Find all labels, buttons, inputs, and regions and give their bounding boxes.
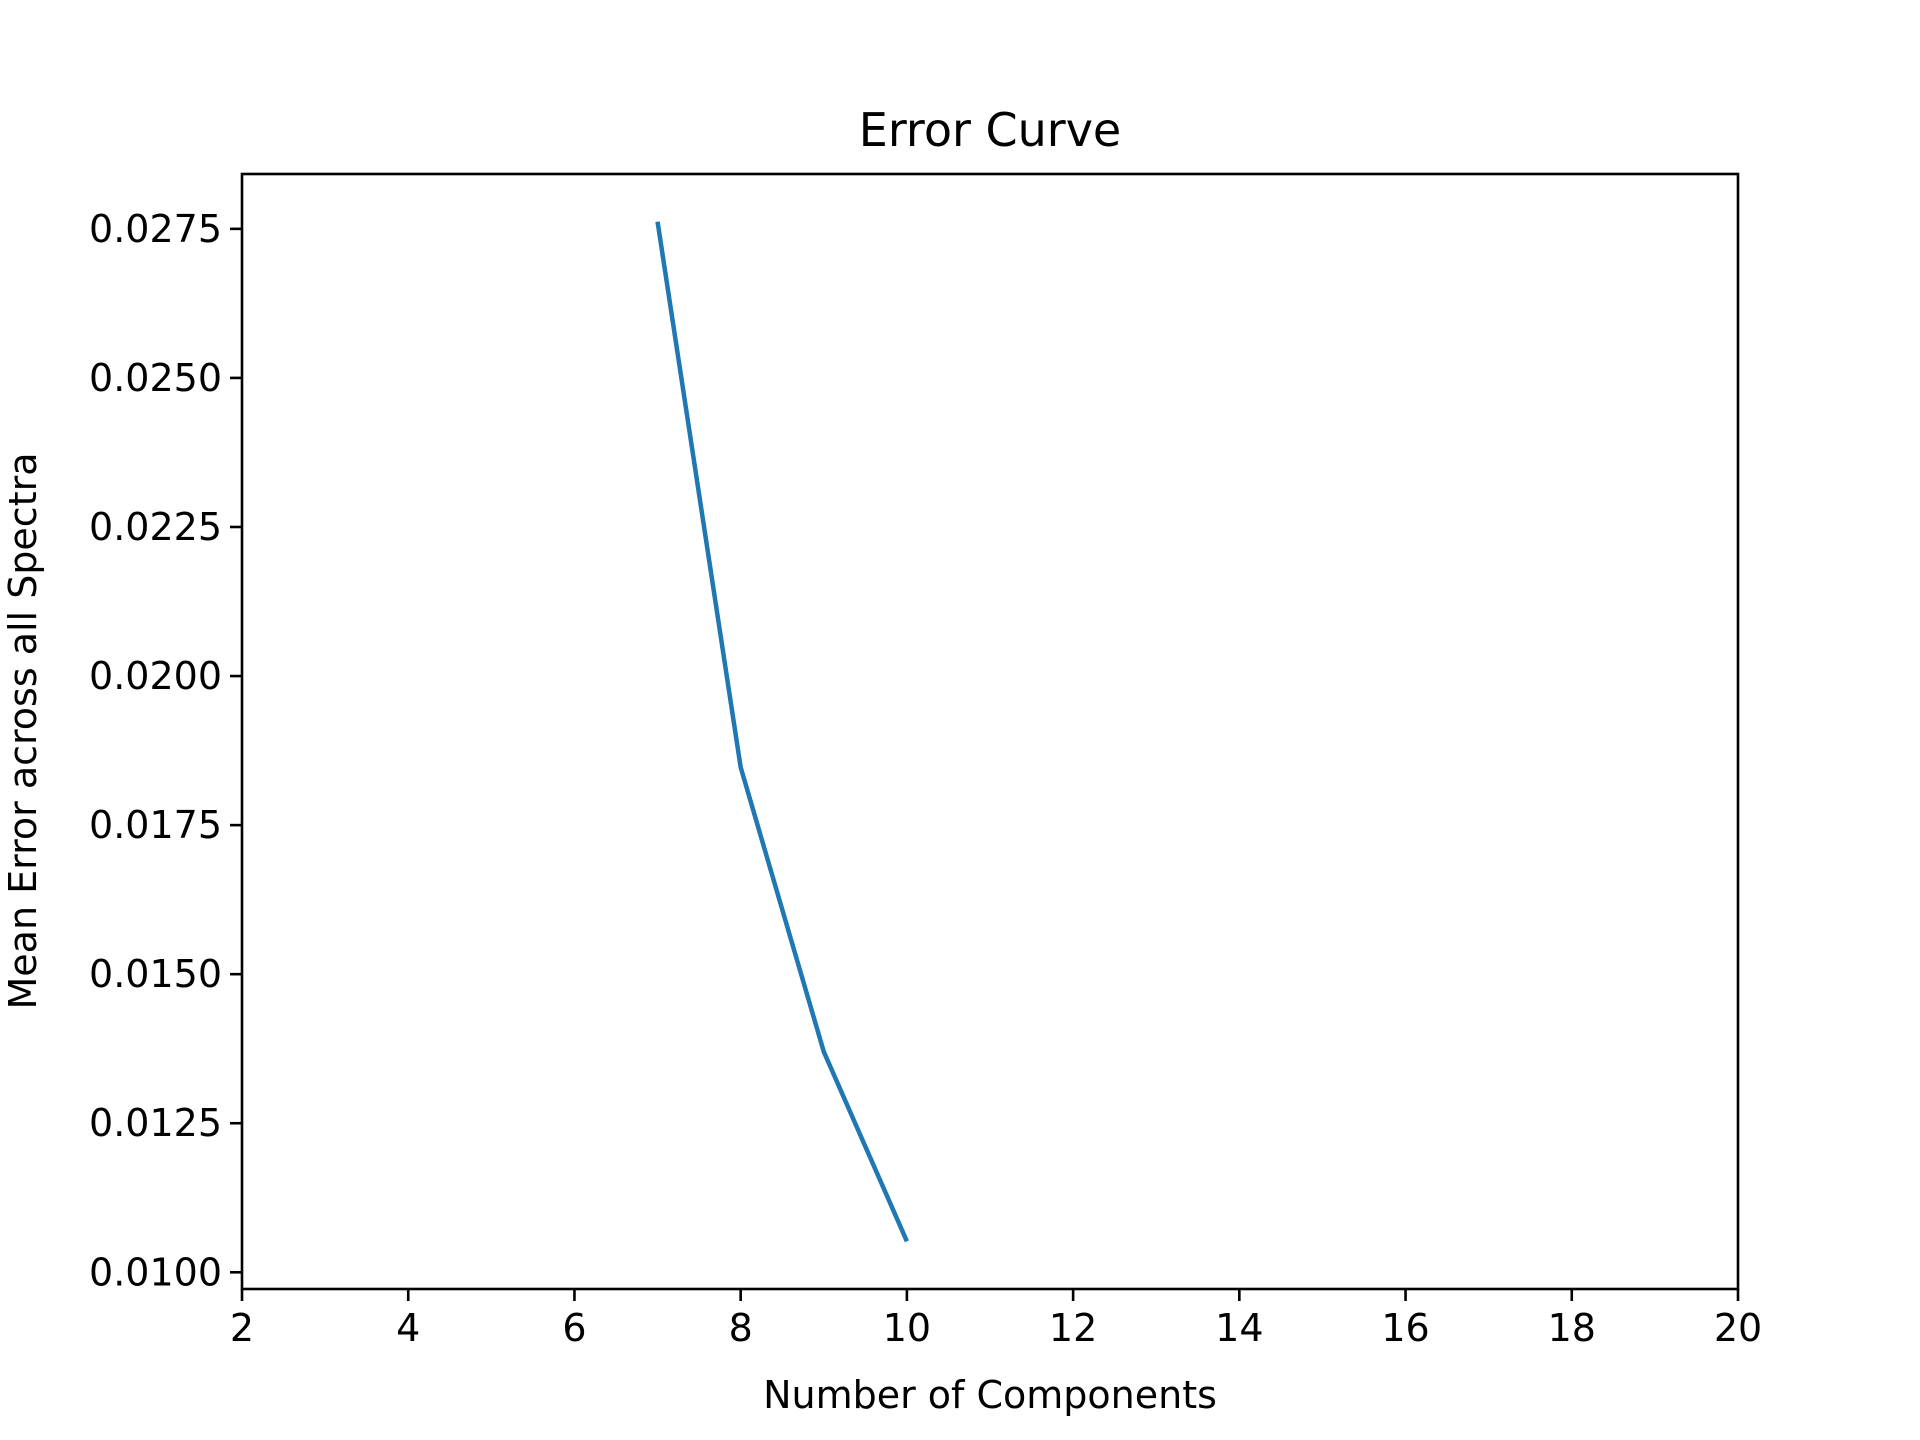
x-tick-label: 20 xyxy=(1714,1306,1762,1350)
x-axis-label: Number of Components xyxy=(763,1373,1217,1417)
y-tick-label: 0.0125 xyxy=(89,1101,222,1145)
y-tick-label: 0.0225 xyxy=(89,505,222,549)
y-tick-label: 0.0250 xyxy=(89,356,222,400)
y-tick-label: 0.0100 xyxy=(89,1250,222,1294)
x-tick-label: 16 xyxy=(1381,1306,1429,1350)
series-line xyxy=(655,221,909,1243)
x-tick-label: 8 xyxy=(729,1306,753,1350)
y-tick-label: 0.0200 xyxy=(89,654,222,698)
y-tick-label: 0.0275 xyxy=(89,207,222,251)
x-tick-label: 2 xyxy=(230,1306,254,1350)
chart-title: Error Curve xyxy=(859,103,1121,157)
x-tick-label: 10 xyxy=(883,1306,931,1350)
x-tick-label: 12 xyxy=(1049,1306,1097,1350)
x-tick-label: 6 xyxy=(562,1306,586,1350)
x-axis: 2 4 6 8 10 12 14 16 18 20 xyxy=(230,1289,1762,1350)
y-tick-label: 0.0150 xyxy=(89,952,222,996)
x-tick-label: 14 xyxy=(1215,1306,1263,1350)
plot-frame xyxy=(240,172,1740,1291)
y-tick-label: 0.0175 xyxy=(89,803,222,847)
series-layer xyxy=(655,221,909,1243)
y-axis: 0.0100 0.0125 0.0150 0.0175 0.0200 0.0225 0.02… xyxy=(89,207,242,1294)
x-tick-label: 4 xyxy=(396,1306,420,1350)
y-axis-label: Mean Error across all Spectra xyxy=(1,452,45,1009)
x-tick-label: 18 xyxy=(1548,1306,1596,1350)
plot-area xyxy=(240,172,1740,1291)
